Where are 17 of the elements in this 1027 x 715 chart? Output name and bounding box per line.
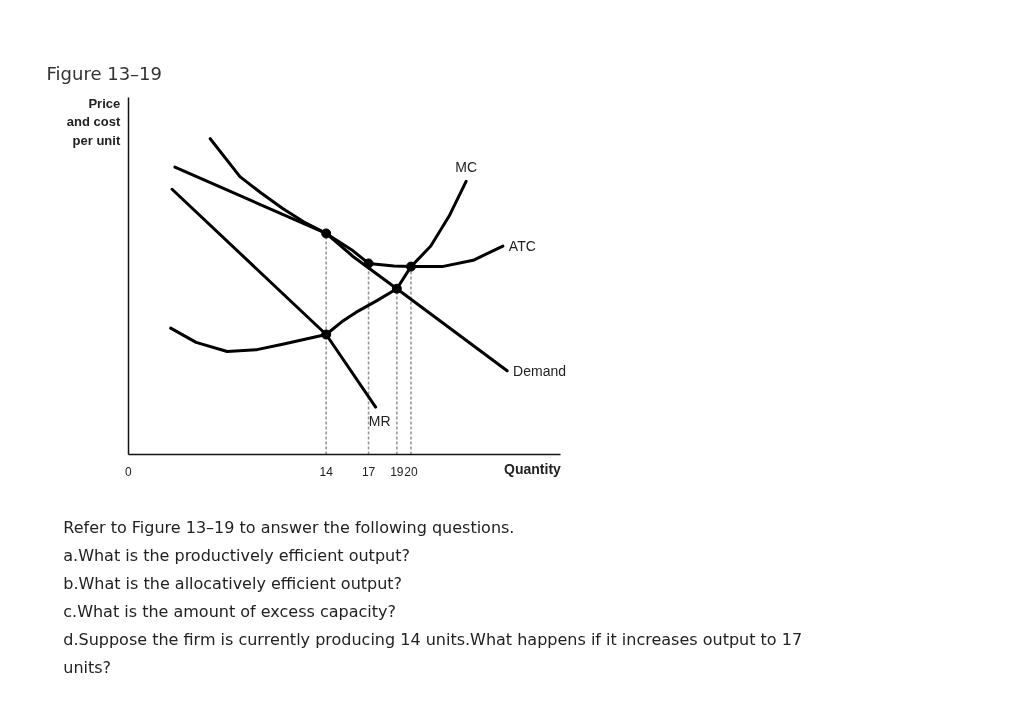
- text: c.What is the amount of excess capacity?: [63, 602, 396, 621]
- series-label: MR: [368, 413, 391, 430]
- x-tick-label: 20: [404, 464, 418, 479]
- x-tick-label: 14: [319, 464, 334, 479]
- y-axis-title: Price and cost per unit: [66, 95, 121, 149]
- text: a.What is the productively efficient output?: [63, 546, 410, 565]
- x-tick-label: 17: [361, 464, 376, 479]
- series-label: MC: [455, 159, 478, 176]
- text: b.What is the allocatively efficient output?: [63, 574, 403, 593]
- text: d.Suppose the firm is currently producing 14 units.What happens if it increases output to 17 units?: [63, 630, 803, 677]
- x-tick-label: 0: [124, 464, 132, 479]
- x-tick-label: 19: [390, 464, 404, 479]
- series-label: ATC: [508, 238, 536, 255]
- x-axis-title: Quantity: [504, 460, 562, 477]
- series-label: Demand: [513, 362, 567, 379]
- text: Refer to Figure 13–19 to answer the following questions.: [63, 518, 515, 537]
- chart-title: Figure 13–19: [46, 62, 162, 84]
